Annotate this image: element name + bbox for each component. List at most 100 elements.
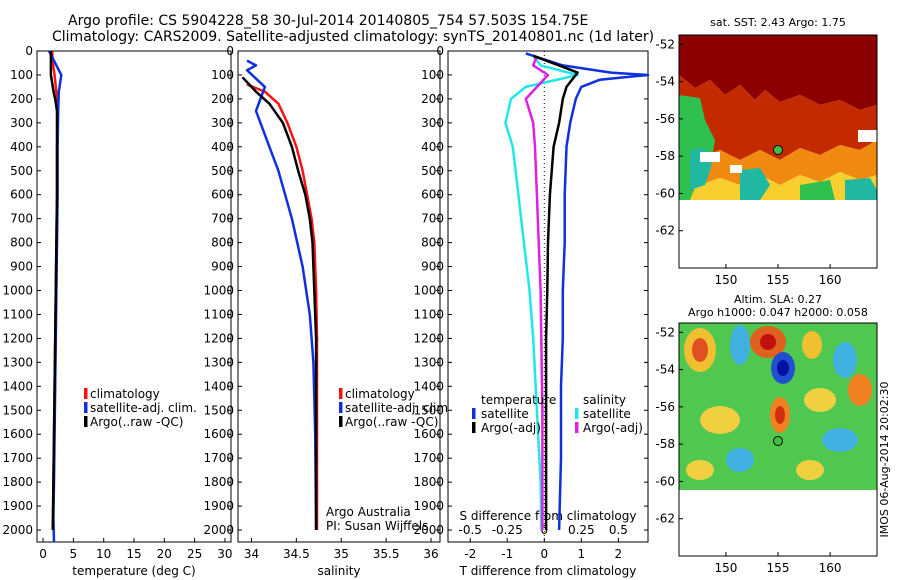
differences-series-1-line: [504, 55, 579, 531]
temperature-xtick-label: 20: [157, 547, 172, 561]
differences-ytick-label: 700: [421, 212, 444, 226]
salinity-ytick-label: 1400: [203, 379, 234, 393]
temperature-ytick-label: 300: [10, 116, 33, 130]
temperature-ytick-label: 900: [10, 260, 33, 274]
temperature-xtick-label: 0: [39, 547, 47, 561]
temperature-legend-swatch: [84, 416, 88, 427]
map-ytick-label: -58: [655, 437, 675, 451]
temperature-legend-label: Argo(..raw -QC): [90, 415, 183, 429]
differences-ytick-label: 1900: [413, 499, 444, 513]
diff-legend-swatch: [575, 408, 579, 419]
temperature-ytick-label: 1700: [2, 451, 33, 465]
salinity-ytick-label: 600: [211, 188, 234, 202]
salinity-xlabel: salinity: [317, 564, 360, 578]
map-title-line: Altim. SLA: 0.27: [734, 293, 822, 306]
salinity-annotation: Argo Australia: [326, 505, 411, 519]
salinity-ytick-label: 1200: [203, 331, 234, 345]
temperature-ytick-label: 2000: [2, 523, 33, 537]
salinity-legend-swatch: [339, 416, 343, 427]
sst-float-position-marker: [773, 145, 783, 155]
map-xtick-label: 160: [819, 273, 842, 287]
temperature-xtick-label: 10: [96, 547, 111, 561]
map-xtick-label: 150: [714, 561, 737, 575]
temperature-ytick-label: 500: [10, 164, 33, 178]
salinity-ytick-label: 1700: [203, 451, 234, 465]
map-ytick-label: -62: [655, 224, 675, 238]
map-ytick-label: -60: [655, 186, 675, 200]
salinity-ytick-label: 1100: [203, 307, 234, 321]
temperature-ytick-label: 1200: [2, 331, 33, 345]
temperature-xlabel: temperature (deg C): [72, 564, 195, 578]
temperature-legend-label: satellite-adj. clim.: [90, 401, 197, 415]
temperature-ytick-label: 1900: [2, 499, 33, 513]
map-ytick-label: -60: [655, 474, 675, 488]
sla-float-position-marker: [773, 436, 783, 446]
imos-timestamp-label: IMOS 06-Aug-2014 20:02:30: [878, 382, 891, 538]
temperature-ytick-label: 1600: [2, 427, 33, 441]
salinity-ytick-label: 900: [211, 260, 234, 274]
salinity-ytick-label: 1300: [203, 355, 234, 369]
salinity-legend-label: climatology: [345, 387, 415, 401]
salinity-ytick-label: 100: [211, 68, 234, 82]
salinity-xtick-label: 35.5: [373, 547, 400, 561]
temperature-ytick-label: 1800: [2, 475, 33, 489]
differences-ytick-label: 1000: [413, 284, 444, 298]
map-ytick-label: -58: [655, 149, 675, 163]
diff-legend-label: satellite: [583, 407, 631, 421]
map-ytick-label: -52: [655, 325, 675, 339]
salinity-legend-label: satellite-adj. clim.: [345, 401, 452, 415]
top-tick-label: -0.5: [459, 523, 482, 537]
plot-title-line-2: Climatology: CARS2009. Satellite-adjuste…: [52, 29, 655, 45]
differences-series-3-line: [532, 54, 579, 530]
map-ytick-label: -56: [655, 112, 675, 126]
diff-legend-swatch: [472, 422, 476, 433]
map-xtick-label: 160: [819, 561, 842, 575]
temperature-xtick-label: 25: [187, 547, 202, 561]
salinity-ytick-label: 1000: [203, 284, 234, 298]
temperature-ytick-label: 0: [25, 44, 33, 58]
map-xtick-label: 150: [714, 273, 737, 287]
diff-legend-swatch: [575, 422, 579, 433]
map-title-line: Argo h1000: 0.047 h2000: 0.058: [688, 306, 868, 319]
map-ytick-label: -54: [655, 363, 675, 377]
salinity-ytick-label: 1600: [203, 427, 234, 441]
differences-series-0-line: [525, 52, 650, 531]
temperature-series-2-line: [49, 51, 59, 531]
temperature-ytick-label: 100: [10, 68, 33, 82]
differences-ytick-label: 2000: [413, 523, 444, 537]
difference-profile-panel: 0100200300400500600700800900100011001200…: [413, 44, 650, 578]
sst-map-panel: 150 155 160 -52 -54 -56 -58 -60 -62 sat. SST: 2.4…: [655, 16, 878, 287]
salinity-ytick-label: 800: [211, 236, 234, 250]
salinity-ytick-label: 2000: [203, 523, 234, 537]
temperature-xtick-label: 15: [126, 547, 141, 561]
temperature-ytick-label: 1500: [2, 403, 33, 417]
temperature-xtick-label: 5: [70, 547, 78, 561]
salinity-ytick-label: 1500: [203, 403, 234, 417]
salinity-xtick-label: 36: [423, 547, 438, 561]
temperature-ytick-label: 200: [10, 92, 33, 106]
diff-legend-header-salinity: salinity: [583, 393, 626, 407]
salinity-profile-panel: 0100200300400500600700800900100011001200…: [203, 44, 451, 578]
map-ytick-label: -62: [655, 512, 675, 526]
salinity-ytick-label: 700: [211, 212, 234, 226]
differences-ytick-label: 1300: [413, 355, 444, 369]
differences-ytick-label: 1600: [413, 427, 444, 441]
differences-ytick-label: 800: [421, 236, 444, 250]
differences-xlabel: T difference from climatology: [459, 564, 637, 578]
differences-ytick-label: 1500: [413, 403, 444, 417]
temperature-ytick-label: 1300: [2, 355, 33, 369]
differences-xtick-label: 1: [578, 547, 586, 561]
map-title: sat. SST: 2.43 Argo: 1.75: [710, 16, 846, 29]
temperature-plot-area: [36, 50, 232, 543]
differences-ytick-label: 1400: [413, 379, 444, 393]
salinity-ytick-label: 300: [211, 116, 234, 130]
differences-ytick-label: 1100: [413, 307, 444, 321]
differences-ytick-label: 0: [436, 44, 444, 58]
salinity-series-1-line: [245, 59, 318, 531]
differences-ytick-label: 300: [421, 116, 444, 130]
temperature-legend-swatch: [84, 402, 88, 413]
differences-xtick-label: -2: [464, 547, 476, 561]
salinity-xtick-label: 35: [334, 547, 349, 561]
temperature-ytick-label: 800: [10, 236, 33, 250]
